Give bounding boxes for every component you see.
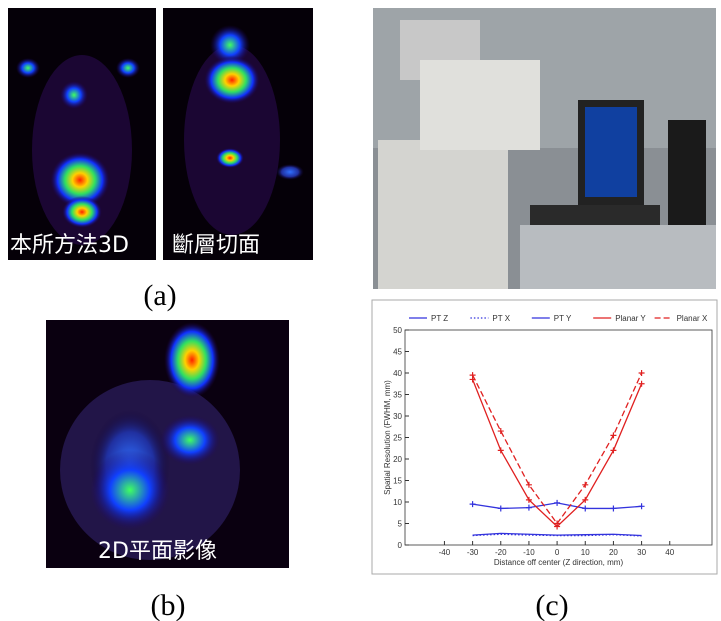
marker xyxy=(497,505,504,512)
legend-label: Planar X xyxy=(677,314,708,323)
y-tick-label: 45 xyxy=(393,348,402,357)
marker xyxy=(610,447,617,454)
marker xyxy=(497,447,504,454)
caption: 斷層切面 xyxy=(172,233,260,258)
y-tick-label: 0 xyxy=(398,541,403,550)
image-tomo xyxy=(163,8,313,260)
legend-label: PT Y xyxy=(554,314,572,323)
x-tick-label: 20 xyxy=(609,548,618,557)
x-tick-label: 0 xyxy=(555,548,560,557)
image-3d xyxy=(8,8,156,260)
photo xyxy=(373,8,716,289)
marker xyxy=(469,372,476,379)
y-tick-label: 25 xyxy=(393,434,402,443)
marker xyxy=(525,496,532,503)
image-2d xyxy=(46,320,289,568)
marker xyxy=(582,496,589,503)
marker xyxy=(638,380,645,387)
y-tick-label: 20 xyxy=(393,455,402,464)
x-tick-label: -10 xyxy=(523,548,535,557)
y-tick-label: 30 xyxy=(393,412,402,421)
legend-label: Planar Y xyxy=(615,314,646,323)
y-tick-label: 35 xyxy=(393,391,402,400)
y-tick-label: 5 xyxy=(398,520,403,529)
y-tick-label: 40 xyxy=(393,369,402,378)
x-tick-label: 40 xyxy=(665,548,674,557)
marker xyxy=(582,481,589,488)
marker xyxy=(610,432,617,439)
x-tick-label: -20 xyxy=(495,548,507,557)
marker xyxy=(554,520,561,527)
marker xyxy=(554,499,561,506)
marker xyxy=(497,428,504,435)
marker xyxy=(610,505,617,512)
x-axis-label: Distance off center (Z direction, mm) xyxy=(494,558,624,567)
x-tick-label: -40 xyxy=(439,548,451,557)
marker xyxy=(582,505,589,512)
x-tick-label: 10 xyxy=(581,548,590,557)
panel-label: (c) xyxy=(535,589,568,621)
legend-label: PT Z xyxy=(431,314,448,323)
panel-label: (b) xyxy=(151,589,186,621)
marker xyxy=(638,503,645,510)
x-tick-label: 30 xyxy=(637,548,646,557)
marker xyxy=(469,501,476,508)
y-tick-label: 50 xyxy=(393,326,402,335)
marker xyxy=(525,481,532,488)
y-tick-label: 15 xyxy=(393,477,402,486)
legend-label: PT X xyxy=(492,314,510,323)
caption: 2D平面影像 xyxy=(98,539,217,564)
panel-label: (a) xyxy=(143,279,176,312)
y-axis-label: Spatial Resolution (FWHM, mm) xyxy=(383,380,392,495)
y-tick-label: 10 xyxy=(393,498,402,507)
plot-area xyxy=(404,329,713,546)
marker xyxy=(525,504,532,511)
chart: 0 5 10 15 20 25 30 35 40 45 50 -40 -30 -20 -10 0 10 20 30 4… xyxy=(383,314,713,567)
x-tick-label: -30 xyxy=(467,548,479,557)
series-line xyxy=(472,532,642,537)
caption: 本所方法3D xyxy=(10,233,129,258)
marker xyxy=(638,370,645,376)
